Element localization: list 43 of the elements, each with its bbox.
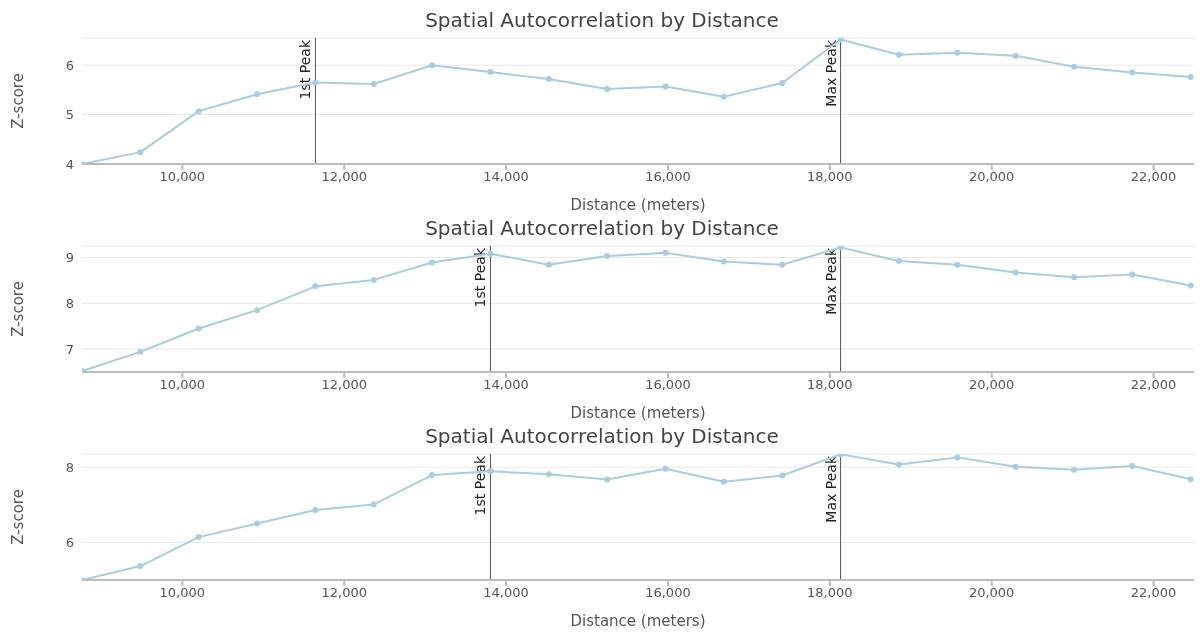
x-axis-title: Distance (meters) xyxy=(570,196,706,214)
ref-line-label: Max Peak xyxy=(822,247,839,315)
y-tick-label: 9 xyxy=(65,250,74,266)
y-tick-label: 5 xyxy=(65,107,74,123)
x-tick-label: 18,000 xyxy=(807,169,853,185)
x-tick-label: 12,000 xyxy=(321,585,367,601)
x-tick-label: 12,000 xyxy=(321,169,367,185)
x-tick-label: 14,000 xyxy=(483,585,529,601)
x-tick-label: 20,000 xyxy=(968,585,1015,601)
y-tick-label: 6 xyxy=(65,57,74,73)
ref-line-label: Max Peak xyxy=(822,39,839,107)
chart-title: Spatial Autocorrelation by Distance xyxy=(424,216,780,240)
x-tick-label: 22,000 xyxy=(1130,169,1177,185)
x-tick-label: 16,000 xyxy=(645,377,691,393)
chart-title: Spatial Autocorrelation by Distance xyxy=(424,424,780,448)
x-tick-label: 18,000 xyxy=(807,377,853,393)
x-tick-label: 16,000 xyxy=(645,585,691,601)
x-tick-label: 14,000 xyxy=(483,169,529,185)
x-tick-label: 10,000 xyxy=(159,585,206,601)
ref-line-label: 1st Peak xyxy=(472,247,489,308)
y-axis-title: Z-score xyxy=(9,489,28,545)
x-tick-label: 22,000 xyxy=(1130,377,1177,393)
x-tick-label: 20,000 xyxy=(968,377,1015,393)
x-tick-label: 20,000 xyxy=(968,169,1015,185)
ref-line-label: 1st Peak xyxy=(472,455,489,516)
x-tick-label: 16,000 xyxy=(645,169,691,185)
x-tick-label: 18,000 xyxy=(807,585,853,601)
y-tick-label: 4 xyxy=(65,156,74,172)
x-tick-label: 10,000 xyxy=(159,169,206,185)
y-tick-label: 6 xyxy=(65,535,74,550)
x-axis-title: Distance (meters) xyxy=(570,612,706,630)
y-axis-title: Z-score xyxy=(9,281,28,337)
x-tick-label: 22,000 xyxy=(1130,585,1177,601)
x-tick-label: 10,000 xyxy=(159,377,206,393)
y-tick-label: 8 xyxy=(65,459,74,475)
x-axis-title: Distance (meters) xyxy=(570,404,706,422)
ref-line-label: Max Peak xyxy=(822,455,839,523)
y-axis-title: Z-score xyxy=(9,73,28,129)
chart-title: Spatial Autocorrelation by Distance xyxy=(424,8,780,32)
x-tick-label: 14,000 xyxy=(483,377,529,393)
x-tick-label: 12,000 xyxy=(321,377,367,393)
y-tick-label: 8 xyxy=(65,295,74,311)
y-tick-label: 7 xyxy=(65,341,74,357)
